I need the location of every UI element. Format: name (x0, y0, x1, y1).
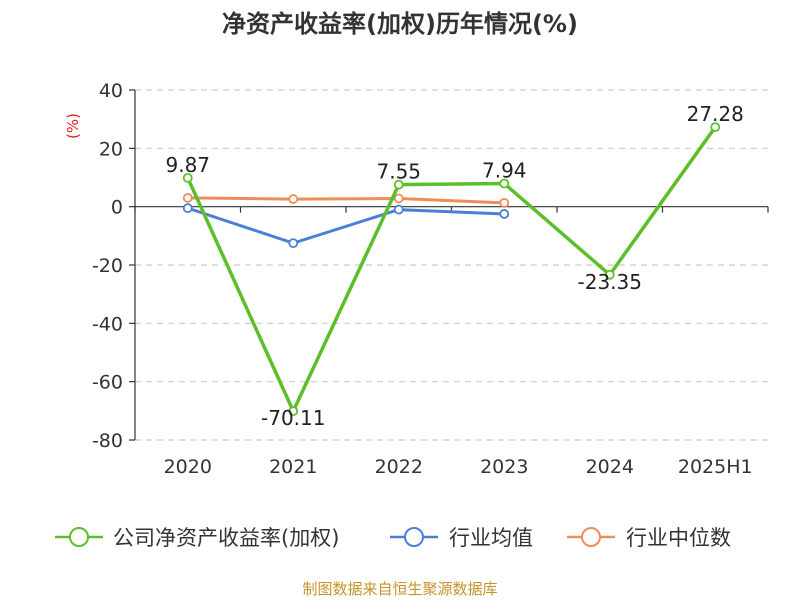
data-point[interactable] (604, 269, 615, 280)
y-tick-label: 20 (99, 138, 123, 160)
x-tick-label: 2020 (164, 456, 212, 478)
data-label: -23.35 (578, 270, 642, 294)
axis-layer: 40 20 0 -20 -40 -60 -80 2020 2021 2022 2023 2024 202… (92, 80, 769, 478)
data-point[interactable] (288, 238, 299, 249)
chart-title: 净资产收益率(加权)历年情况(%) (222, 10, 578, 38)
data-point[interactable] (393, 179, 404, 190)
legend[interactable]: 公司净资产收益率(加权) 行业均值 行业中位数 (55, 526, 731, 550)
series-line (187, 196, 505, 205)
x-tick-label: 2025H1 (678, 456, 753, 478)
legend-label: 公司净资产收益率(加权) (113, 526, 339, 550)
legend-label: 行业中位数 (626, 526, 731, 550)
x-tick-label: 2022 (375, 456, 423, 478)
series-line (187, 206, 505, 245)
legend-marker (581, 527, 601, 547)
y-tick-label: 40 (99, 80, 123, 102)
x-tick-label: 2021 (269, 456, 317, 478)
data-point[interactable] (182, 172, 193, 183)
data-point[interactable] (182, 203, 193, 214)
y-tick-label: -40 (92, 313, 123, 335)
data-label-layer: 9.87 -70.11 7.55 7.94 -23.35 27.28 (165, 102, 743, 430)
data-point[interactable] (288, 194, 299, 204)
data-point[interactable] (499, 197, 510, 208)
data-label: 9.87 (165, 153, 210, 177)
legend-label: 行业均值 (449, 526, 533, 550)
legend-item[interactable]: 行业中位数 (567, 526, 731, 550)
grid-layer (135, 89, 768, 441)
series-layer (182, 122, 721, 417)
data-point[interactable] (393, 193, 404, 204)
x-tick-label: 2024 (586, 456, 634, 478)
legend-marker (404, 527, 424, 547)
y-tick-label: 0 (111, 197, 123, 219)
data-point[interactable] (288, 406, 299, 417)
data-point[interactable] (182, 193, 193, 203)
data-point[interactable] (499, 209, 510, 219)
data-point[interactable] (710, 122, 721, 132)
legend-item[interactable]: 公司净资产收益率(加权) (55, 526, 339, 550)
data-label: 7.94 (482, 159, 527, 183)
data-point[interactable] (499, 178, 510, 189)
y-tick-label: -60 (92, 372, 123, 394)
series-line (186, 126, 717, 413)
y-tick-label: -80 (92, 430, 123, 452)
data-label: 7.55 (376, 160, 421, 184)
legend-marker (69, 527, 89, 547)
data-label: 27.28 (687, 102, 744, 126)
y-tick-label: -20 (92, 255, 123, 277)
data-label: -70.11 (261, 406, 325, 430)
data-point[interactable] (393, 204, 404, 215)
source-note: 制图数据来自恒生聚源数据库 (302, 580, 497, 598)
legend-item[interactable]: 行业均值 (390, 526, 533, 550)
x-tick-label: 2023 (480, 456, 528, 478)
y-axis-label: (%) (64, 113, 82, 139)
